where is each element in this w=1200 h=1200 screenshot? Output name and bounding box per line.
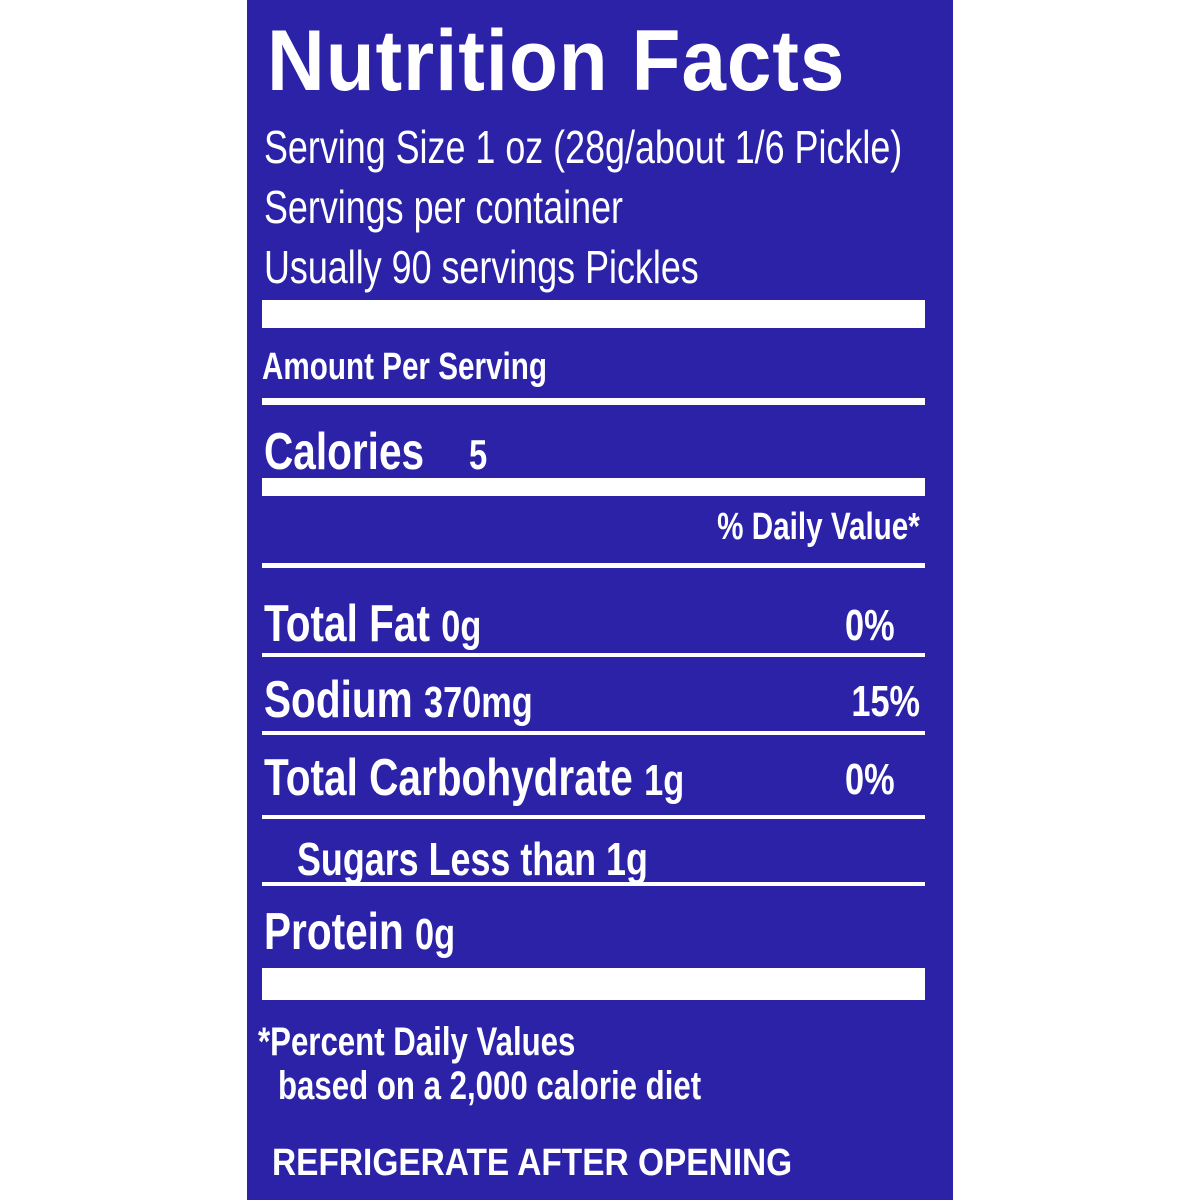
nutrient-dv: 0% xyxy=(845,601,895,650)
nutrient-amount: 0g xyxy=(441,602,482,651)
thick-rule xyxy=(262,478,925,496)
nutrient-name: Total Fat xyxy=(264,595,430,653)
calories-value: 5 xyxy=(469,431,488,478)
nutrient-name: Total Carbohydrate xyxy=(264,749,633,807)
title: Nutrition Facts xyxy=(267,13,846,109)
daily-value-header: % Daily Value* xyxy=(717,506,920,548)
calories-label: Calories xyxy=(264,423,425,481)
nutrition-label: Nutrition Facts Serving Size 1 oz (28g/a… xyxy=(247,0,953,1200)
sugars: Sugars Less than 1g xyxy=(297,833,648,885)
nutrient-row: Protein 0g xyxy=(264,906,455,958)
rule xyxy=(262,815,925,819)
nutrient-name: Sodium xyxy=(264,671,413,729)
footnote-line: based on a 2,000 calorie diet xyxy=(278,1064,702,1108)
nutrient-name: Protein xyxy=(264,903,404,961)
nutrient-dv: 0% xyxy=(845,755,895,804)
nutrient-row: Total Fat 0g xyxy=(264,598,481,650)
nutrient-amount: 0g xyxy=(415,910,456,959)
nutrient-row: Sodium 370mg xyxy=(264,674,533,726)
thick-rule xyxy=(262,968,925,1000)
serving-line: Usually 90 servings Pickles xyxy=(264,241,699,293)
rule xyxy=(262,731,925,735)
footnote-line: *Percent Daily Values xyxy=(258,1020,576,1064)
rule xyxy=(262,882,925,886)
rule xyxy=(262,398,925,405)
nutrient-amount: 1g xyxy=(644,756,685,805)
serving-line: Serving Size 1 oz (28g/about 1/6 Pickle) xyxy=(264,121,903,173)
storage-note: REFRIGERATE AFTER OPENING xyxy=(272,1142,793,1184)
rule xyxy=(262,653,925,657)
nutrient-amount: 370mg xyxy=(423,678,533,727)
serving-line: Servings per container xyxy=(264,181,623,233)
thick-rule xyxy=(262,300,925,328)
amount-per-serving: Amount Per Serving xyxy=(262,346,547,388)
nutrient-dv: 15% xyxy=(851,677,920,726)
nutrient-row: Total Carbohydrate 1g xyxy=(264,752,684,804)
rule xyxy=(262,563,925,568)
